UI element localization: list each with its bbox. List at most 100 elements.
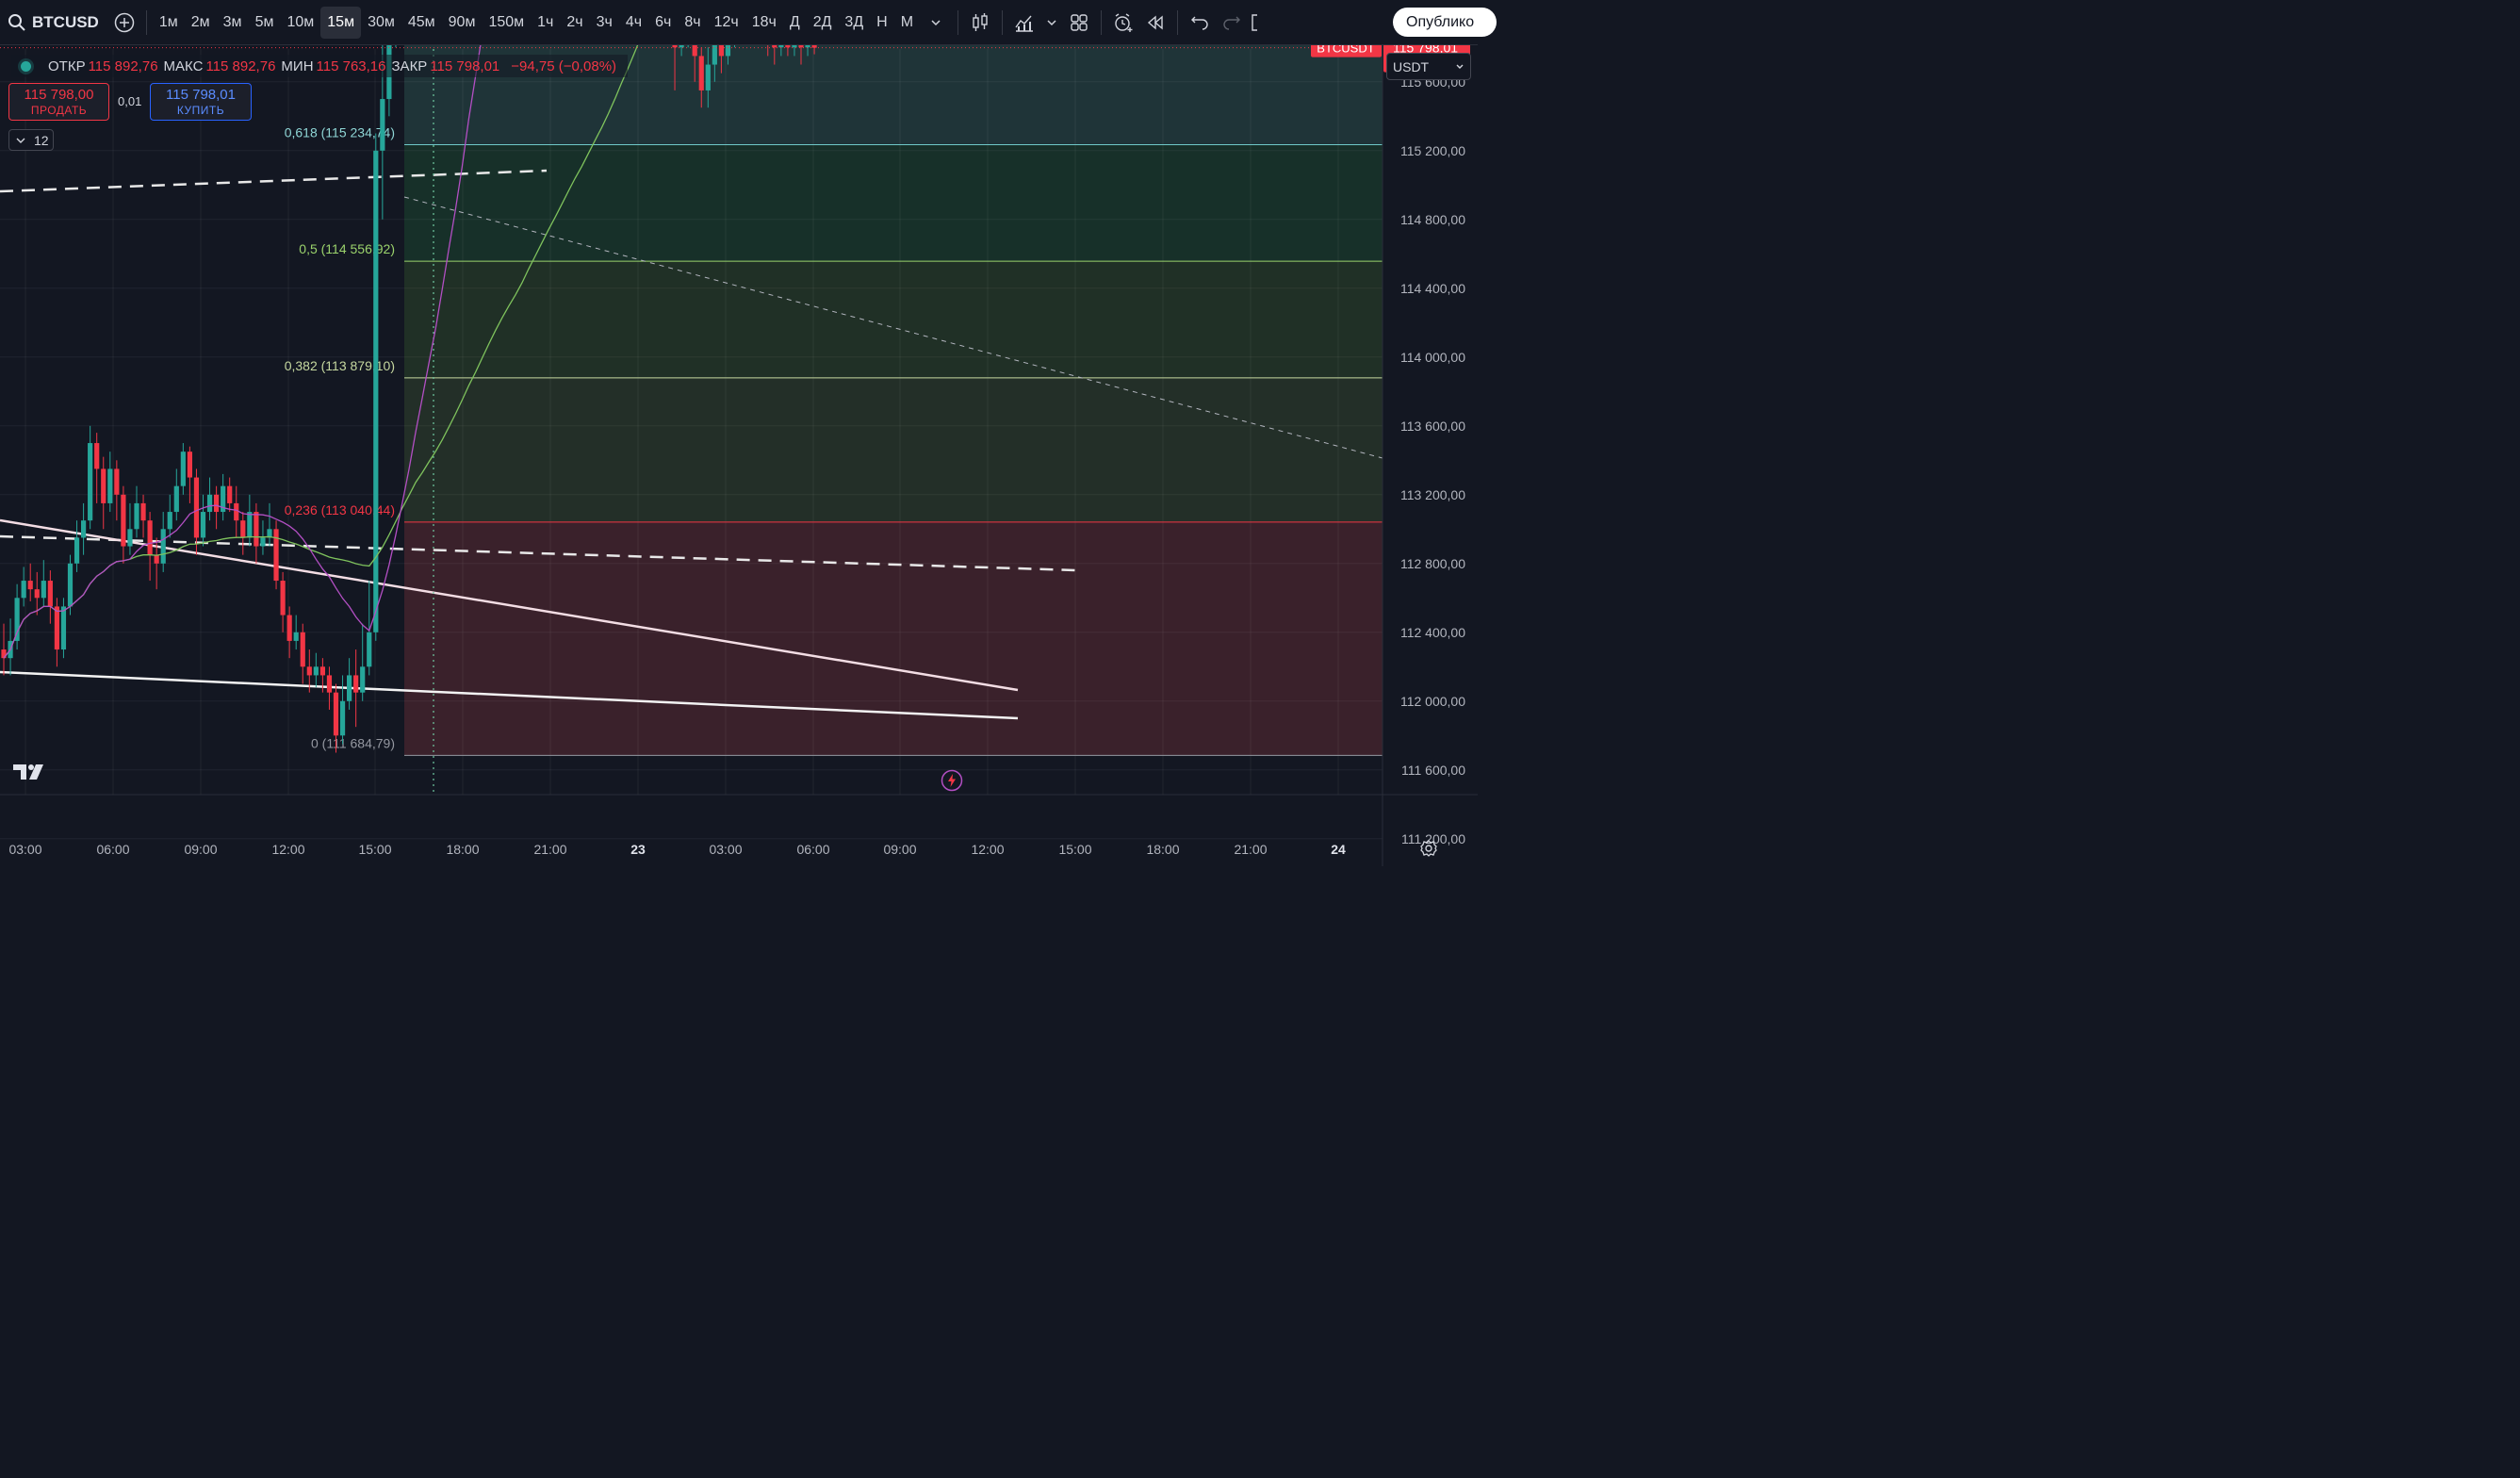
price-axis-tick: 113 200,00 bbox=[1400, 487, 1465, 502]
interval-button[interactable]: 3м bbox=[222, 13, 242, 30]
interval-button[interactable]: 1м bbox=[158, 13, 178, 30]
candle-body bbox=[74, 537, 80, 564]
candle-body bbox=[14, 598, 20, 641]
chart-type-button[interactable] bbox=[964, 7, 996, 39]
time-axis-tick: 15:00 bbox=[358, 842, 391, 857]
high-value: 115 892,76 bbox=[205, 57, 276, 74]
interval-button[interactable]: 4ч bbox=[625, 13, 643, 30]
candle-body bbox=[21, 581, 26, 599]
candle bbox=[114, 460, 120, 521]
time-axis-tick: 18:00 bbox=[1146, 842, 1179, 857]
interval-button[interactable]: 15м bbox=[320, 6, 362, 39]
fib-level-label: 0 (111 684,79) bbox=[311, 735, 395, 750]
candle bbox=[206, 477, 213, 521]
interval-button[interactable]: 6ч bbox=[655, 13, 672, 30]
candle-body bbox=[107, 468, 113, 503]
sell-button[interactable]: 115 798,00 ПРОДАТЬ bbox=[8, 83, 109, 121]
chevron-down-icon bbox=[1456, 64, 1464, 69]
candle bbox=[240, 512, 246, 555]
candle-body bbox=[811, 45, 817, 48]
candle bbox=[811, 45, 817, 55]
currency-select[interactable]: USDT bbox=[1386, 53, 1471, 80]
symbol-name: BTCUSD bbox=[32, 12, 99, 31]
interval-button[interactable]: 45м bbox=[407, 13, 435, 30]
price-axis-tick: 111 200,00 bbox=[1401, 831, 1465, 846]
interval-button[interactable]: 150м bbox=[488, 13, 525, 30]
interval-button[interactable]: М bbox=[900, 13, 914, 30]
alert-button[interactable] bbox=[1107, 7, 1139, 39]
wedge-upper-line bbox=[0, 518, 1019, 692]
interval-button[interactable]: 10м bbox=[286, 13, 315, 30]
fib-zone bbox=[404, 521, 1383, 756]
price-chart[interactable]: 1 (117 429,05)0,786 (116 199,78)0,618 (1… bbox=[0, 45, 1478, 866]
candle-body bbox=[273, 529, 279, 582]
candle bbox=[798, 45, 804, 65]
candle-body bbox=[705, 64, 711, 90]
interval-button[interactable]: 3ч bbox=[596, 13, 613, 30]
replay-button[interactable] bbox=[1139, 7, 1171, 39]
interval-button[interactable]: 3Д bbox=[844, 13, 864, 30]
fib-zone bbox=[404, 144, 1383, 262]
candle bbox=[306, 649, 312, 693]
candle-body bbox=[347, 675, 352, 701]
candle bbox=[160, 512, 166, 572]
candle bbox=[121, 485, 126, 564]
interval-button[interactable]: 5м bbox=[254, 13, 274, 30]
interval-button[interactable]: 1ч bbox=[537, 13, 554, 30]
candle bbox=[147, 512, 153, 582]
candle bbox=[313, 652, 319, 688]
publish-button[interactable]: Опублико bbox=[1393, 8, 1497, 37]
fullscreen-button[interactable] bbox=[1248, 7, 1261, 39]
candle-body bbox=[679, 45, 684, 48]
top-toolbar: BTCUSD 1м 2м 3м 5м 10м 15м 30м 45м 90м 150м 1ч 2ч 3ч… bbox=[0, 0, 1497, 45]
interval-button[interactable]: 90м bbox=[448, 13, 476, 30]
indicators-button[interactable] bbox=[1008, 7, 1040, 39]
interval-button[interactable]: 2Д bbox=[812, 13, 832, 30]
undo-button[interactable] bbox=[1184, 7, 1216, 39]
interval-button[interactable]: Д bbox=[789, 13, 800, 30]
candle bbox=[805, 45, 810, 57]
moving-average-slow bbox=[3, 45, 639, 659]
candle bbox=[200, 494, 206, 547]
candle bbox=[180, 443, 186, 495]
buy-button[interactable]: 115 798,01 КУПИТЬ bbox=[150, 83, 252, 121]
candle bbox=[367, 581, 372, 676]
symbol-search[interactable]: BTCUSD bbox=[0, 0, 108, 45]
time-axis-tick: 23 bbox=[630, 842, 646, 857]
indicators-dropdown-button[interactable] bbox=[1040, 7, 1063, 39]
candle-body bbox=[187, 452, 192, 478]
indicators-toggle[interactable]: 12 bbox=[8, 129, 54, 151]
interval-button[interactable]: 8ч bbox=[684, 13, 701, 30]
candle bbox=[54, 598, 59, 667]
low-value: 115 763,16 bbox=[316, 57, 386, 74]
candle-body bbox=[300, 632, 305, 667]
candle bbox=[193, 468, 200, 555]
candle-body bbox=[134, 502, 139, 530]
candle-body bbox=[221, 485, 226, 513]
interval-button[interactable]: Н bbox=[876, 13, 888, 30]
redo-button[interactable] bbox=[1216, 7, 1248, 39]
interval-button[interactable]: 12ч bbox=[713, 13, 739, 30]
interval-dropdown-button[interactable] bbox=[920, 7, 952, 39]
alarm-clock-icon bbox=[1115, 12, 1133, 32]
interval-button[interactable]: 18ч bbox=[751, 13, 777, 30]
interval-button[interactable]: 30м bbox=[368, 13, 395, 30]
redo-icon bbox=[1223, 16, 1241, 30]
lightning-icon[interactable] bbox=[941, 769, 963, 792]
undo-icon bbox=[1191, 16, 1208, 30]
candle-body bbox=[200, 512, 206, 538]
fib-level-label: 0,236 (113 040,44) bbox=[285, 502, 395, 517]
candle-body bbox=[167, 512, 172, 530]
layouts-button[interactable] bbox=[1063, 7, 1095, 39]
candle-body bbox=[333, 692, 339, 736]
compare-button[interactable] bbox=[108, 7, 140, 39]
axis-settings-icon[interactable] bbox=[1419, 839, 1438, 858]
interval-button[interactable]: 2ч bbox=[566, 13, 583, 30]
candle bbox=[60, 598, 67, 659]
candle-body bbox=[267, 529, 272, 538]
candle bbox=[725, 45, 731, 65]
candle bbox=[34, 571, 40, 616]
interval-button[interactable]: 2м bbox=[190, 13, 210, 30]
candle bbox=[778, 45, 784, 57]
tradingview-logo-icon bbox=[13, 764, 43, 780]
